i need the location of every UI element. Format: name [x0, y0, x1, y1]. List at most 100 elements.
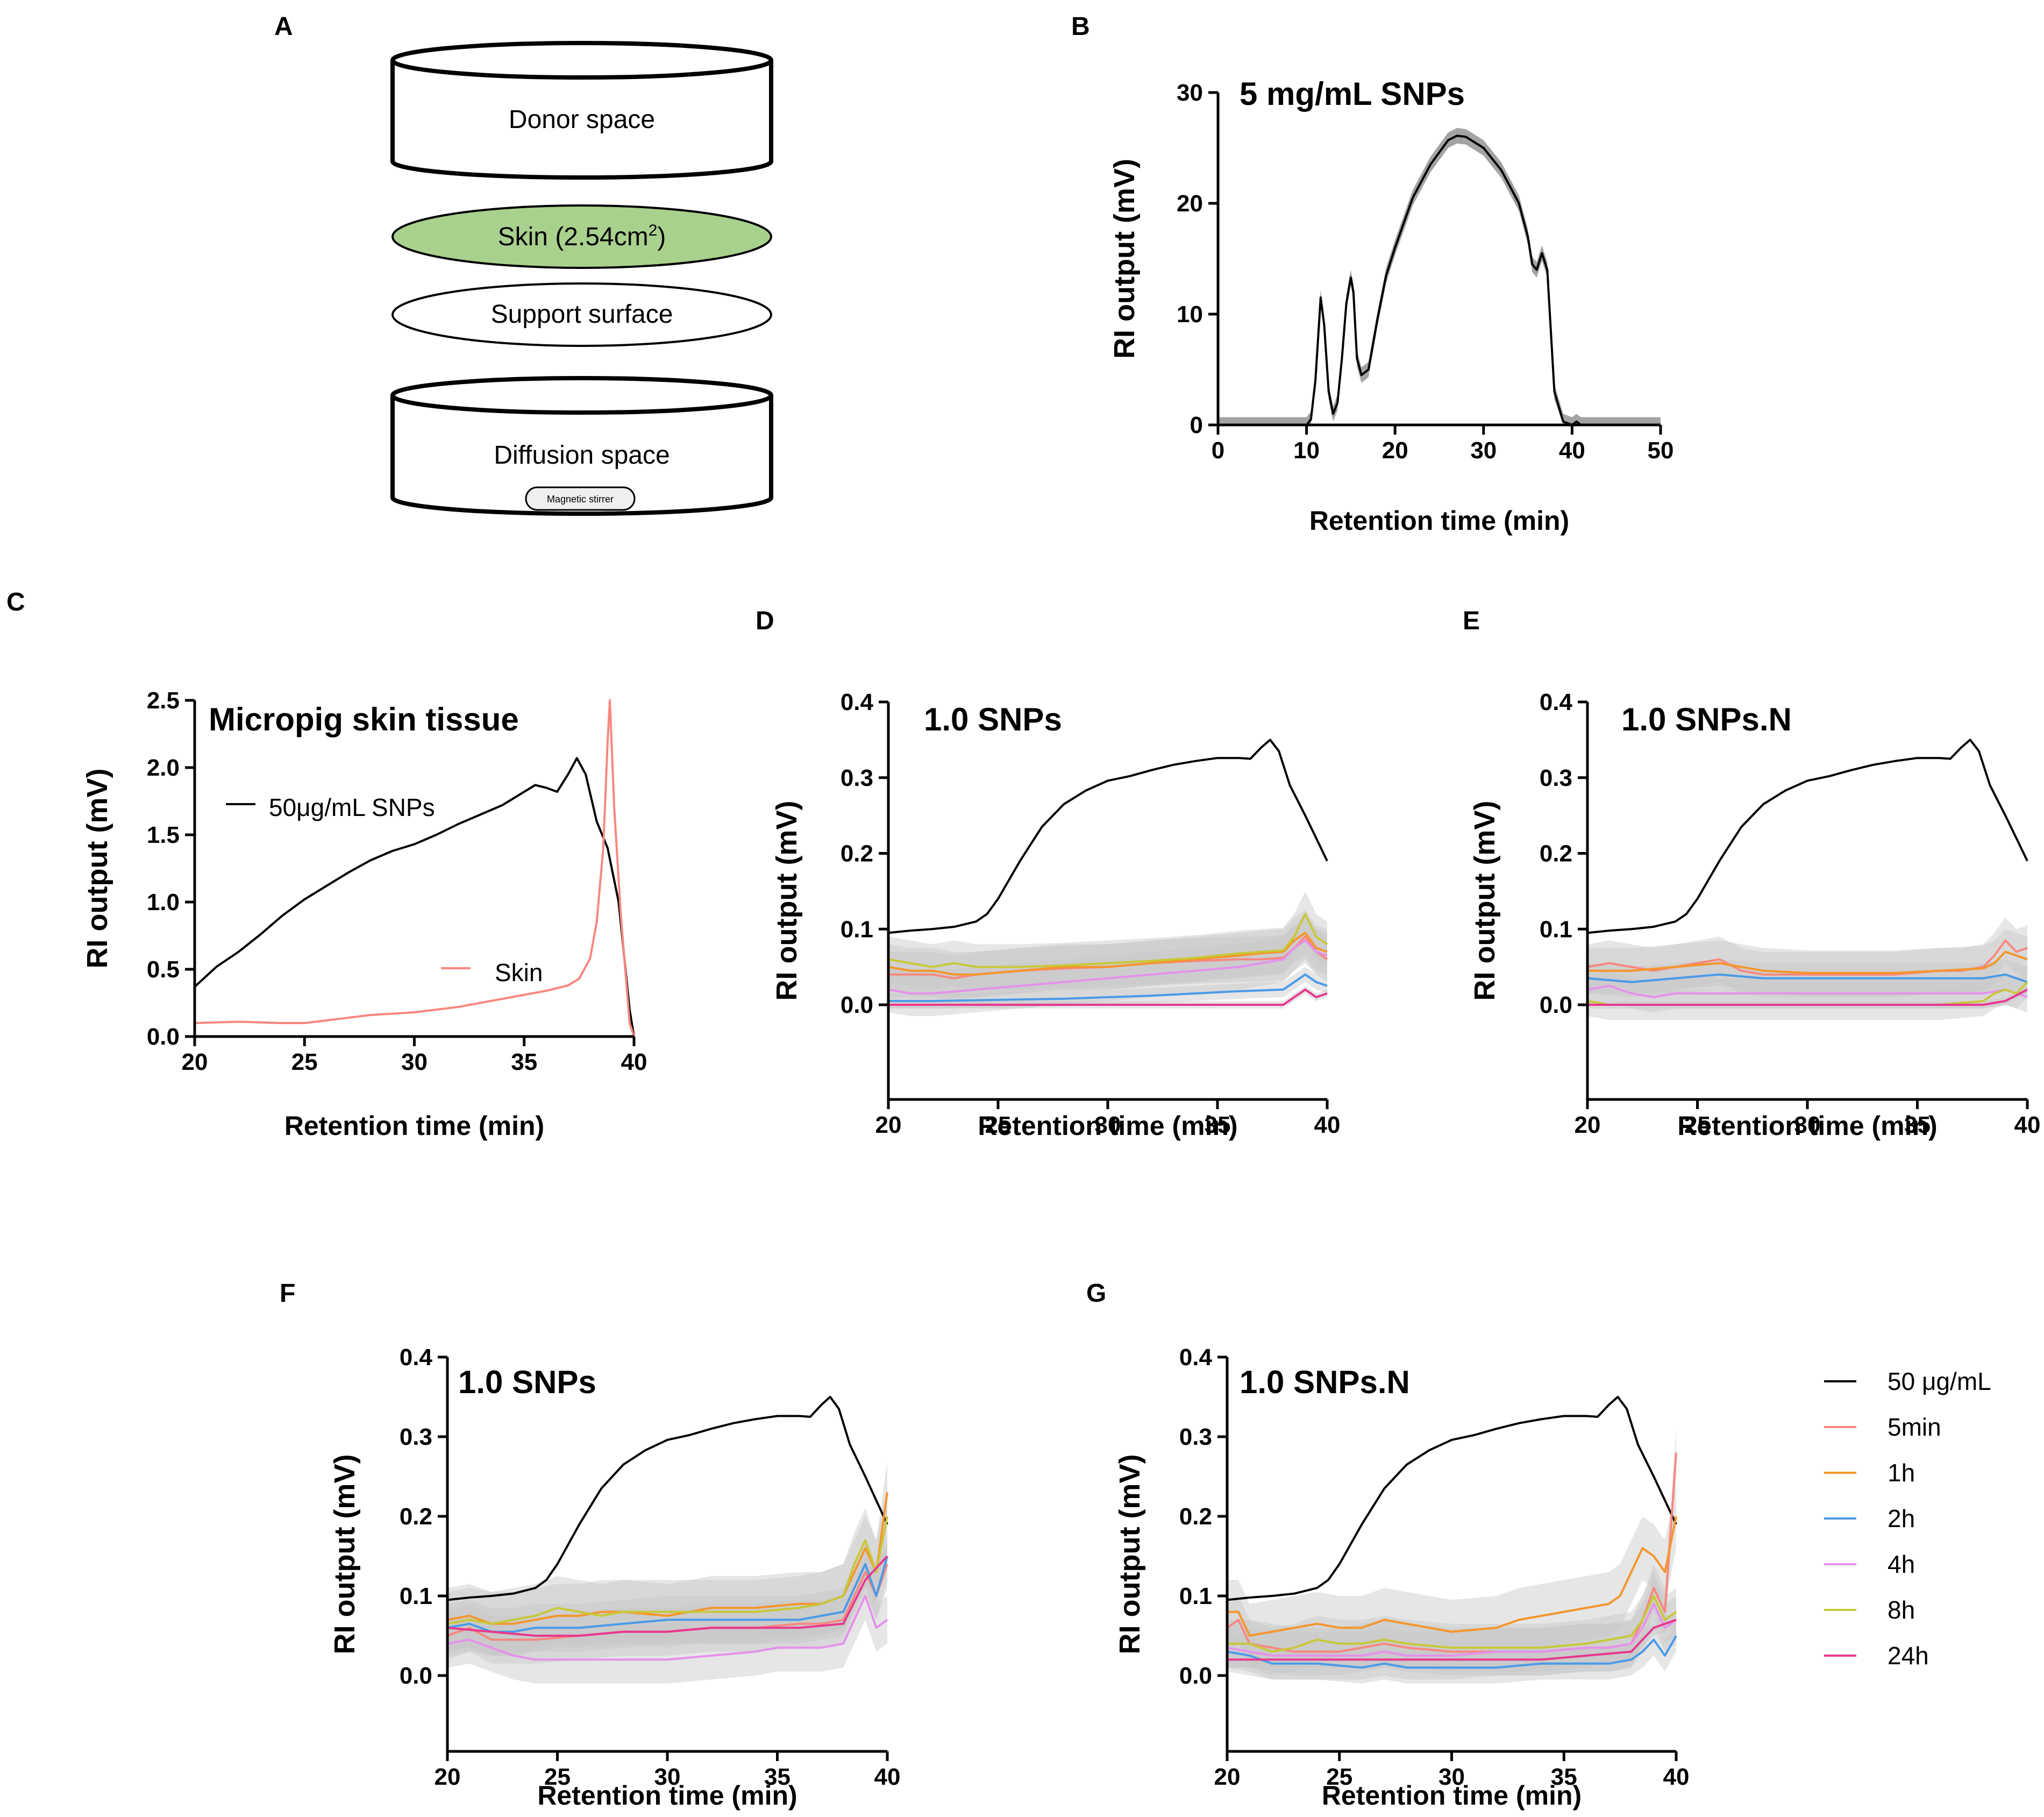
chart-title-g: 1.0 SNPs.N: [1240, 1364, 1410, 1400]
series-c-50-g-ml-snps: [194, 757, 635, 1037]
legend-label: 4h: [1888, 1550, 1915, 1578]
x-tick-label: 0: [1212, 437, 1224, 464]
x-tick-label: 20: [1382, 437, 1408, 464]
band-g-2: [1227, 1484, 1676, 1668]
x-axis-label-b: Retention time (min): [1309, 506, 1569, 536]
y-tick-label: 0.4: [1540, 689, 1573, 715]
panel-letter-d: D: [756, 607, 774, 635]
band-d-2: [888, 910, 1327, 997]
magnetic-stirrer-label: Magnetic stirrer: [547, 494, 614, 505]
chart-title-b: 5 mg/mL SNPs: [1240, 76, 1465, 112]
y-tick-label: 0.2: [1179, 1503, 1212, 1530]
series-f-1h: [447, 1492, 888, 1625]
legend-label: 5min: [1888, 1413, 1941, 1441]
support-surface-ellipse: [391, 282, 772, 347]
y-tick-label: 30: [1177, 80, 1203, 106]
legend-label: 2h: [1888, 1504, 1915, 1532]
inline-legend-label: 50μg/mL SNPs: [269, 793, 435, 821]
y-tick-label: 20: [1177, 190, 1203, 217]
series-g-4h: [1227, 1602, 1677, 1657]
panel-letter-c: C: [6, 588, 25, 616]
diffusion-space-label: Diffusion space: [494, 441, 670, 470]
band-f-1: [447, 1540, 887, 1664]
x-axis-label-d: Retention time (min): [978, 1111, 1237, 1141]
x-tick-label: 40: [1663, 1764, 1690, 1790]
x-tick-label: 40: [1314, 1112, 1341, 1138]
series-d-24h: [888, 988, 1328, 1006]
x-tick-label: 25: [985, 1112, 1012, 1138]
series-f-50-g-ml: [447, 1396, 888, 1601]
series-f-24h: [447, 1555, 888, 1637]
skin-label: Skin (2.54cm2): [498, 222, 666, 251]
series-d-50-g-ml: [888, 739, 1328, 934]
y-tick-label: 0.3: [1540, 765, 1572, 791]
series-e-1h: [1587, 950, 2028, 974]
chart-d: 20 25 30 35 40 0.0 0.1 0.2 0.3 0.4 1.0 SNPs Retenti…: [771, 689, 1341, 1141]
y-tick-label: 0.3: [1179, 1424, 1212, 1450]
x-tick-label: 20: [1575, 1112, 1601, 1138]
y-tick-label: 0.0: [841, 992, 873, 1018]
x-axis-label-g: Retention time (min): [1322, 1780, 1582, 1811]
x-tick-label: 30: [1794, 1112, 1821, 1138]
donor-space-label: Donor space: [509, 105, 655, 134]
band-d-6: [888, 985, 1327, 1009]
y-axis-label-c: RI output (mV): [81, 769, 113, 969]
y-tick-label: 0.0: [400, 1663, 432, 1689]
x-tick-label: 30: [401, 1049, 428, 1075]
y-tick-label: 0.0: [1179, 1663, 1212, 1689]
series-g-50-g-ml: [1227, 1396, 1677, 1601]
diffusion-space-cylinder: [390, 376, 773, 516]
chart-title-d: 1.0 SNPs: [924, 701, 1062, 737]
series-e-4h: [1587, 984, 2028, 998]
legend-label: 8h: [1888, 1596, 1915, 1624]
x-tick-label: 25: [1684, 1112, 1711, 1138]
chart-b: 0 10 20 30 40 50 0 10 20 30 5 mg/mL SNPs Retention …: [1108, 76, 1674, 536]
series-f-4h: [447, 1595, 888, 1661]
band-e-6: [1587, 985, 2027, 1009]
x-tick-label: 25: [1326, 1764, 1352, 1790]
y-tick-label: 2.5: [147, 687, 180, 714]
y-tick-label: 0.1: [1179, 1583, 1212, 1609]
y-tick-label: 2.0: [147, 755, 180, 781]
series-d-1h: [888, 932, 1328, 976]
band-g-6: [1227, 1612, 1676, 1668]
y-tick-label: 0.1: [1540, 916, 1572, 942]
series-c-skin: [194, 699, 635, 1037]
x-tick-label: 10: [1293, 437, 1320, 464]
skin-ellipse: [391, 204, 772, 269]
series-g-24h: [1227, 1619, 1677, 1661]
series-f-2h: [447, 1556, 888, 1633]
x-tick-label: 35: [511, 1049, 537, 1075]
series-e-50-g-ml: [1587, 739, 2028, 934]
x-tick-label: 35: [1205, 1112, 1231, 1138]
band-b-0: [1218, 127, 1661, 425]
y-tick-label: 0: [1190, 412, 1203, 438]
inline-legend-label: Skin: [495, 959, 543, 986]
legend-label: 1h: [1888, 1459, 1915, 1487]
donor-space-cylinder: [390, 41, 773, 180]
panel-letter-e: E: [1463, 607, 1480, 635]
y-axis-label-d: RI output (mV): [771, 801, 803, 1001]
chart-title-e: 1.0 SNPs.N: [1621, 701, 1792, 737]
y-tick-label: 0.5: [147, 956, 180, 983]
y-tick-label: 0.0: [147, 1024, 180, 1050]
x-tick-label: 35: [1551, 1764, 1577, 1790]
y-tick-label: 1.5: [147, 822, 180, 848]
y-axis-label-e: RI output (mV): [1469, 801, 1501, 1001]
x-tick-label: 20: [1214, 1764, 1241, 1790]
x-axis-label-f: Retention time (min): [537, 1780, 797, 1811]
band-f-4: [447, 1572, 887, 1684]
chart-f: 20 25 30 35 40 0.0 0.1 0.2 0.3 0.4 1.0 SNPs Retenti…: [329, 1344, 901, 1811]
x-tick-label: 25: [291, 1049, 318, 1075]
y-tick-label: 0.0: [1540, 992, 1572, 1018]
x-tick-label: 20: [875, 1112, 902, 1138]
chart-e: 20 25 30 35 40 0.0 0.1 0.2 0.3 0.4 1.0 SNPs.N Reten…: [1469, 689, 2041, 1141]
chart-title-f: 1.0 SNPs: [458, 1364, 596, 1400]
y-axis-label-b: RI output (mV): [1108, 159, 1141, 359]
band-f-5: [447, 1484, 887, 1656]
panel-letter-f: F: [280, 1279, 295, 1308]
x-tick-label: 40: [1559, 437, 1585, 464]
band-d-1: [888, 914, 1327, 1001]
band-e-4: [1587, 970, 2027, 1013]
series-d-2h: [888, 973, 1328, 1002]
